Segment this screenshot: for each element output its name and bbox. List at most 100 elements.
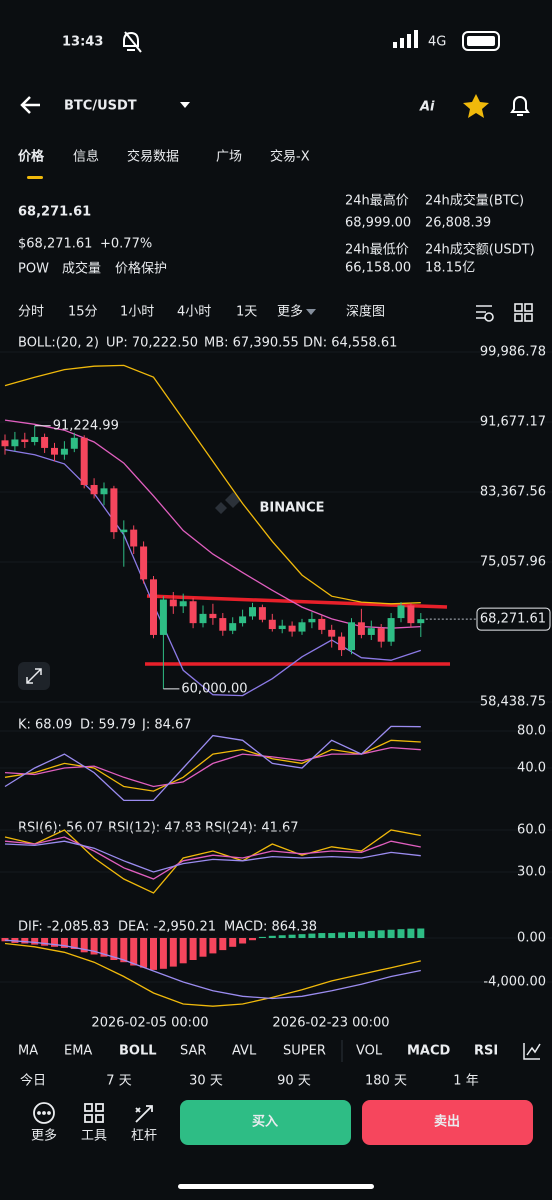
range-option[interactable]: 7 天 xyxy=(106,1074,131,1089)
indicator-tab[interactable]: BOLL xyxy=(119,1044,157,1059)
interval[interactable]: 4小时 xyxy=(177,305,211,320)
interval[interactable]: 1小时 xyxy=(120,305,154,320)
indicator-tab[interactable]: VOL xyxy=(356,1044,383,1059)
candle-body xyxy=(288,625,296,632)
macd-bar xyxy=(338,932,346,938)
x-tick-label: 2026-02-05 00:00 xyxy=(91,1016,208,1031)
candle-body xyxy=(110,488,118,533)
indicator-line xyxy=(4,725,421,802)
macd-bar xyxy=(239,938,247,944)
buy-label[interactable]: 买入 xyxy=(252,1115,278,1130)
macd-bar xyxy=(348,931,355,938)
tool-label[interactable]: 工具 xyxy=(81,1129,107,1144)
tab[interactable]: 交易数据 xyxy=(127,149,179,165)
macd-bar xyxy=(21,938,29,944)
indicator-tab[interactable]: MACD xyxy=(407,1044,451,1059)
tab[interactable]: 广场 xyxy=(216,150,242,165)
interval[interactable]: 1天 xyxy=(236,305,257,320)
y-tick-label: 80.0 xyxy=(517,724,546,739)
price-tag[interactable]: 成交量 xyxy=(62,261,101,277)
candle-body xyxy=(189,601,197,624)
candle-body xyxy=(169,599,177,607)
tool-label[interactable]: 更多 xyxy=(31,1128,57,1144)
macd-bar xyxy=(41,938,49,946)
favorite-star[interactable] xyxy=(463,94,489,118)
macd-bar xyxy=(120,938,128,963)
alert-bell[interactable] xyxy=(510,96,530,116)
watermark-logo xyxy=(215,492,241,514)
macd-bar xyxy=(60,938,68,948)
indicator-tab[interactable]: EMA xyxy=(64,1044,92,1059)
range-option[interactable]: 90 天 xyxy=(277,1074,311,1089)
sell-label[interactable]: 卖出 xyxy=(434,1114,460,1130)
legend-label: BOLL:(20, 2) xyxy=(18,336,99,351)
range-option[interactable]: 今日 xyxy=(20,1073,46,1089)
legend-label: MB: 67,390.55 xyxy=(204,336,299,351)
pair-dropdown[interactable] xyxy=(180,102,190,108)
indicator-tab[interactable]: AVL xyxy=(232,1044,257,1059)
candle-body xyxy=(150,579,157,635)
sell-button[interactable] xyxy=(362,1100,533,1145)
tab[interactable]: 价格 xyxy=(18,149,45,165)
chart-tools[interactable] xyxy=(476,303,533,322)
clock: 13:43 xyxy=(62,35,103,50)
range-option[interactable]: 30 天 xyxy=(189,1074,223,1089)
price-change: +0.77% xyxy=(100,237,152,252)
price-tag[interactable]: 价格保护 xyxy=(115,261,167,277)
ai-button[interactable]: Ai xyxy=(419,100,435,115)
interval[interactable]: 分时 xyxy=(18,305,44,320)
candle-body xyxy=(209,613,217,619)
y-tick-label: 58,438.75 xyxy=(480,695,546,710)
stat-label: 24h最低价 xyxy=(345,243,409,258)
status-icons xyxy=(123,30,500,53)
macd-bar xyxy=(110,938,118,960)
legend-label: RSI(24): 41.67 xyxy=(205,821,299,836)
last-price-label: 68,271.61 xyxy=(480,612,546,627)
more-caret xyxy=(306,309,316,315)
stat-value: 26,808.39 xyxy=(425,216,491,231)
chart-type-icon[interactable] xyxy=(523,1043,541,1060)
tool-label[interactable]: 杠杆 xyxy=(131,1128,157,1144)
indicator-tab[interactable]: MA xyxy=(18,1044,38,1059)
interval[interactable]: 15分 xyxy=(68,305,98,320)
indicator-tab[interactable]: SAR xyxy=(180,1044,206,1059)
candle-body xyxy=(278,625,286,630)
macd-bar xyxy=(209,938,217,954)
candle-body xyxy=(328,629,336,637)
interval[interactable]: 更多 xyxy=(277,304,303,320)
legend-label: DN: 64,558.61 xyxy=(303,336,397,351)
y-tick-label: 99,986.78 xyxy=(480,345,546,360)
back-button[interactable] xyxy=(20,96,40,114)
candle-body xyxy=(417,619,425,624)
candle-body xyxy=(258,607,266,620)
candle-body xyxy=(407,605,415,624)
buy-button[interactable] xyxy=(180,1100,351,1145)
candle-body xyxy=(100,488,108,495)
indicator-tab[interactable]: RSI xyxy=(474,1044,498,1059)
stat-value: 18.15亿 xyxy=(425,261,475,276)
legend-label: RSI(6): 56.07 xyxy=(18,821,103,836)
tab[interactable]: 信息 xyxy=(73,149,99,165)
indicator-tab[interactable]: SUPER xyxy=(283,1044,326,1059)
fiat-price: $68,271.61 xyxy=(18,237,92,252)
candle-body xyxy=(338,636,346,651)
interval[interactable]: 深度图 xyxy=(346,304,385,320)
tab[interactable]: 交易-X xyxy=(270,149,310,165)
legend-label: DEA: -2,950.21 xyxy=(118,920,216,935)
tool-icons[interactable] xyxy=(33,1102,153,1124)
candle-body xyxy=(1,440,9,447)
candle-body xyxy=(90,484,98,495)
range-option[interactable]: 180 天 xyxy=(365,1074,407,1089)
fullscreen-icon xyxy=(26,668,42,684)
price-tag[interactable]: POW xyxy=(18,262,49,277)
range-option[interactable]: 1 年 xyxy=(453,1074,478,1089)
indicator-line xyxy=(4,829,421,894)
candle-body xyxy=(387,618,395,642)
annotation-label: 60,000.00 xyxy=(181,681,247,696)
legend-label: UP: 70,222.50 xyxy=(106,336,198,351)
pair-title[interactable]: BTC/USDT xyxy=(64,99,137,114)
candle-body xyxy=(229,623,237,631)
candle-body xyxy=(21,439,29,443)
legend-label: DIF: -2,085.83 xyxy=(18,920,109,935)
candle-body xyxy=(31,436,39,443)
